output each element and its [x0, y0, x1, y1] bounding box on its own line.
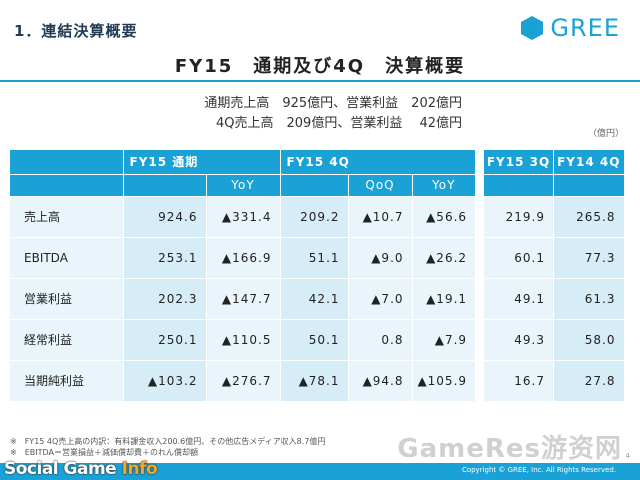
subheader-full-yoy: YoY	[205, 173, 281, 197]
cell-prev-4q: 58.0	[553, 319, 624, 361]
cell-4q-qoq: ▲94.8	[347, 360, 413, 402]
header-fy14-4q: FY14 4Q	[553, 150, 624, 175]
cell-prev-4q: 265.8	[553, 196, 624, 238]
cell-4q-yoy: ▲105.9	[411, 360, 476, 402]
cell-4q: 51.1	[279, 237, 349, 279]
row-label: 当期純利益	[10, 360, 123, 402]
title-divider	[0, 80, 640, 82]
summary-line-q4: 4Q売上高 209億円、営業利益 42億円	[216, 116, 462, 131]
cell-4q-qoq: ▲10.7	[347, 196, 413, 238]
cell-4q-qoq: ▲9.0	[347, 237, 413, 279]
cell-4q: 42.1	[279, 278, 349, 320]
gameres-watermark: GameRes游资网	[397, 434, 622, 464]
cell-4q-qoq: ▲7.0	[347, 278, 413, 320]
cell-full-yoy: ▲166.9	[205, 237, 281, 279]
cell-3q: 16.7	[483, 360, 554, 402]
footnotes: ※ FY15 4Q売上高の内訳：有料課金収入200.6億円、その他広告メディア収…	[10, 436, 325, 458]
row-label: 営業利益	[10, 278, 123, 320]
page-number: 4	[625, 452, 630, 460]
cell-4q-yoy: ▲7.9	[411, 319, 476, 361]
cell-full: 250.1	[122, 319, 206, 361]
summary-block: 通期売上高 925億円、営業利益 202億円 4Q売上高 209億円、営業利益 …	[204, 94, 462, 134]
cell-4q: 50.1	[279, 319, 349, 361]
results-table: FY15 通期 FY15 4Q YoY QoQ YoY 売上高 924.6 ▲3…	[10, 150, 476, 402]
table-row: 60.1 77.3	[483, 237, 624, 279]
header-fy15-4q: FY15 4Q	[279, 150, 476, 175]
copyright-text: Copyright © GREE, Inc. All Rights Reserv…	[461, 466, 616, 474]
cell-4q-yoy: ▲56.6	[411, 196, 476, 238]
cell-3q: 49.1	[483, 278, 554, 320]
page-title: FY15 通期及び4Q 決算概要	[174, 56, 466, 77]
cell-4q-qoq: 0.8	[347, 319, 413, 361]
cell-full: 924.6	[122, 196, 206, 238]
table-row: 売上高 924.6 ▲331.4 209.2 ▲10.7 ▲56.6	[10, 196, 476, 238]
logo-text: GREE	[550, 14, 620, 42]
cell-prev-4q: 27.8	[553, 360, 624, 402]
cell-4q: ▲78.1	[279, 360, 349, 402]
row-label: 売上高	[10, 196, 123, 238]
row-label: EBITDA	[10, 237, 123, 279]
header-corner	[10, 150, 123, 175]
table-row: 営業利益 202.3 ▲147.7 42.1 ▲7.0 ▲19.1	[10, 278, 476, 320]
cell-prev-4q: 77.3	[553, 237, 624, 279]
header-fy15-3q: FY15 3Q	[483, 150, 554, 175]
table-row: 当期純利益 ▲103.2 ▲276.7 ▲78.1 ▲94.8 ▲105.9	[10, 360, 476, 402]
unit-label: （億円）	[587, 129, 624, 139]
table-row: 経常利益 250.1 ▲110.5 50.1 0.8 ▲7.9	[10, 319, 476, 361]
cell-full: 202.3	[122, 278, 206, 320]
cell-4q-yoy: ▲26.2	[411, 237, 476, 279]
cell-4q-yoy: ▲19.1	[411, 278, 476, 320]
table-row: 49.3 58.0	[483, 319, 624, 361]
cell-full-yoy: ▲110.5	[205, 319, 281, 361]
social-prefix: Social Game	[4, 459, 122, 479]
cell-4q: 209.2	[279, 196, 349, 238]
comparison-table: FY15 3Q FY14 4Q 219.9 265.8 60.1 77.3 49…	[483, 150, 624, 402]
social-suffix: Info	[121, 459, 158, 479]
cell-3q: 219.9	[483, 196, 554, 238]
cell-3q: 60.1	[483, 237, 554, 279]
section-title: 1．連結決算概要	[14, 22, 138, 40]
cell-full-yoy: ▲276.7	[205, 360, 281, 402]
cell-3q: 49.3	[483, 319, 554, 361]
social-game-info-watermark: Social Game Info	[4, 459, 158, 479]
hexagon-logo-icon	[521, 16, 544, 40]
cell-full-yoy: ▲147.7	[205, 278, 281, 320]
subheader-blank-4q	[279, 174, 349, 197]
subheader-blank-prev-4q	[553, 174, 624, 197]
subheader-4q-yoy: YoY	[411, 173, 476, 197]
gree-logo: GREE	[520, 14, 620, 42]
header-fy15-full: FY15 通期	[122, 150, 281, 175]
subheader-blank-full	[122, 174, 206, 197]
footnote-ebitda-definition: ※ EBITDA＝営業損益＋減価償却費＋のれん償却額	[10, 448, 198, 457]
subheader-corner	[10, 173, 123, 197]
row-label: 経常利益	[10, 319, 123, 361]
subheader-blank-3q	[483, 174, 554, 197]
footer-bar	[0, 463, 640, 480]
summary-line-full-year: 通期売上高 925億円、営業利益 202億円	[204, 96, 462, 111]
table-row: 219.9 265.8	[483, 196, 624, 238]
footnote-revenue-breakdown: ※ FY15 4Q売上高の内訳：有料課金収入200.6億円、その他広告メディア収…	[10, 437, 326, 446]
table-row: 49.1 61.3	[483, 278, 624, 320]
table-row: EBITDA 253.1 ▲166.9 51.1 ▲9.0 ▲26.2	[10, 237, 476, 279]
subheader-4q-qoq: QoQ	[347, 173, 413, 197]
cell-full: 253.1	[122, 237, 206, 279]
cell-full: ▲103.2	[122, 360, 206, 402]
table-row: 16.7 27.8	[483, 360, 624, 402]
cell-full-yoy: ▲331.4	[205, 196, 281, 238]
cell-prev-4q: 61.3	[553, 278, 624, 320]
